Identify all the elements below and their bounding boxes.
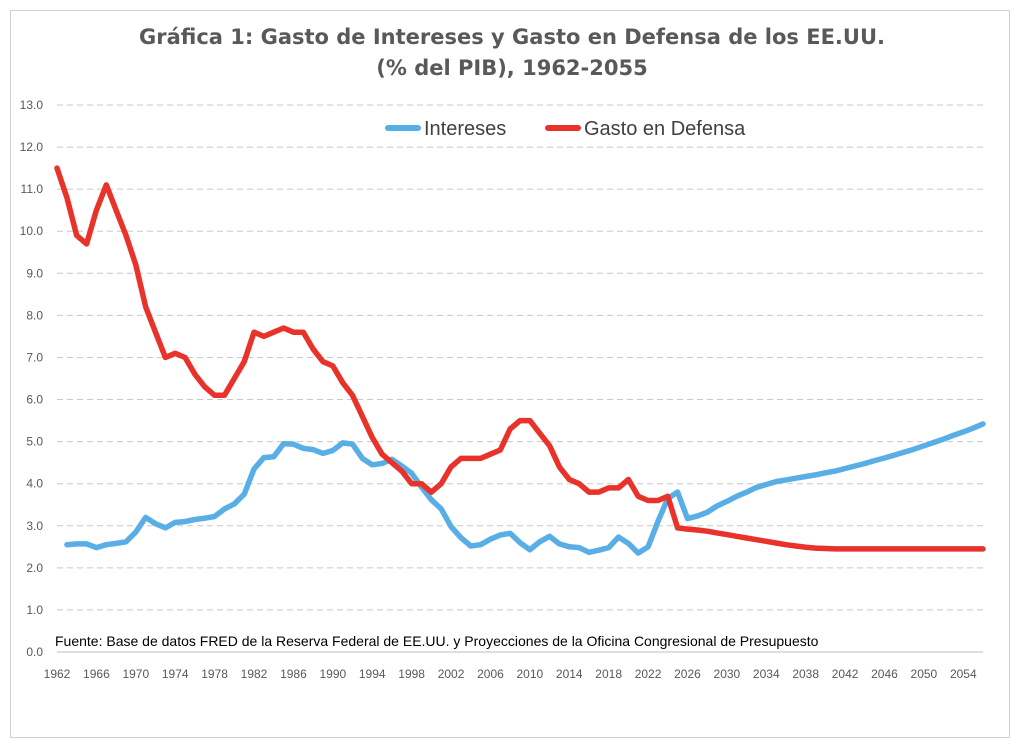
x-tick-label: 1978 bbox=[201, 667, 228, 681]
grid-lines bbox=[57, 104, 983, 653]
x-tick-label: 2026 bbox=[674, 667, 701, 681]
x-tick-label: 2034 bbox=[753, 667, 780, 681]
x-tick-label: 2042 bbox=[832, 667, 859, 681]
chart-frame bbox=[10, 10, 1010, 738]
x-tick-label: 2038 bbox=[792, 667, 819, 681]
y-tick-label: 0.0 bbox=[26, 645, 43, 659]
y-tick-label: 11.0 bbox=[21, 182, 44, 196]
x-tick-label: 2002 bbox=[438, 667, 465, 681]
legend-label-0: Intereses bbox=[424, 118, 506, 140]
chart-title-line1: Gráfica 1: Gasto de Intereses y Gasto en… bbox=[139, 25, 885, 49]
chart-subtitle: (% del PIB), 1962-2055 bbox=[376, 56, 648, 80]
x-tick-label: 1994 bbox=[359, 667, 386, 681]
legend: Intereses Gasto en Defensa bbox=[385, 118, 746, 140]
y-tick-label: 4.0 bbox=[26, 477, 43, 491]
x-tick-label: 1990 bbox=[319, 667, 346, 681]
series-line-1 bbox=[54, 165, 986, 552]
y-tick-label: 6.0 bbox=[26, 393, 43, 407]
x-tick-label: 2018 bbox=[595, 667, 622, 681]
x-tick-label: 2014 bbox=[556, 667, 583, 681]
x-tick-label: 1962 bbox=[44, 667, 71, 681]
x-tick-label: 2006 bbox=[477, 667, 504, 681]
x-tick-label: 1974 bbox=[162, 667, 189, 681]
y-axis-tick-labels: 0.0 1.0 2.0 3.0 4.0 5.0 6.0 7.0 8.0 9.0 10.0 11.0 12… bbox=[20, 98, 44, 659]
source-note: Fuente: Base de datos FRED de la Reserva… bbox=[55, 633, 819, 649]
y-tick-label: 12.0 bbox=[20, 140, 44, 154]
x-tick-label: 2050 bbox=[911, 667, 938, 681]
series-line-0 bbox=[64, 421, 986, 556]
y-tick-label: 8.0 bbox=[26, 308, 43, 322]
y-tick-label: 3.0 bbox=[26, 519, 43, 533]
x-tick-label: 1966 bbox=[83, 667, 110, 681]
legend-label-1: Gasto en Defensa bbox=[584, 118, 746, 140]
x-tick-label: 1998 bbox=[398, 667, 425, 681]
y-tick-label: 7.0 bbox=[26, 350, 43, 364]
x-tick-label: 2046 bbox=[871, 667, 898, 681]
series-lines bbox=[54, 165, 986, 556]
y-tick-label: 13.0 bbox=[20, 98, 44, 112]
x-tick-label: 1986 bbox=[280, 667, 307, 681]
y-tick-label: 1.0 bbox=[26, 603, 43, 617]
x-tick-label: 2010 bbox=[516, 667, 543, 681]
x-axis-tick-labels: 1962 1966 1970 1974 1978 1982 1986 1990 1994 1998… bbox=[44, 667, 977, 681]
x-tick-label: 2054 bbox=[950, 667, 977, 681]
y-tick-label: 9.0 bbox=[26, 266, 43, 280]
x-tick-label: 1970 bbox=[122, 667, 149, 681]
y-tick-label: 5.0 bbox=[26, 435, 43, 449]
x-tick-label: 1982 bbox=[241, 667, 268, 681]
y-tick-label: 10.0 bbox=[20, 224, 44, 238]
x-tick-label: 2022 bbox=[635, 667, 662, 681]
x-tick-label: 2030 bbox=[714, 667, 741, 681]
y-tick-label: 2.0 bbox=[26, 561, 43, 575]
chart-title: Gráfica 1: Gasto de Intereses y Gasto en… bbox=[0, 22, 1024, 84]
